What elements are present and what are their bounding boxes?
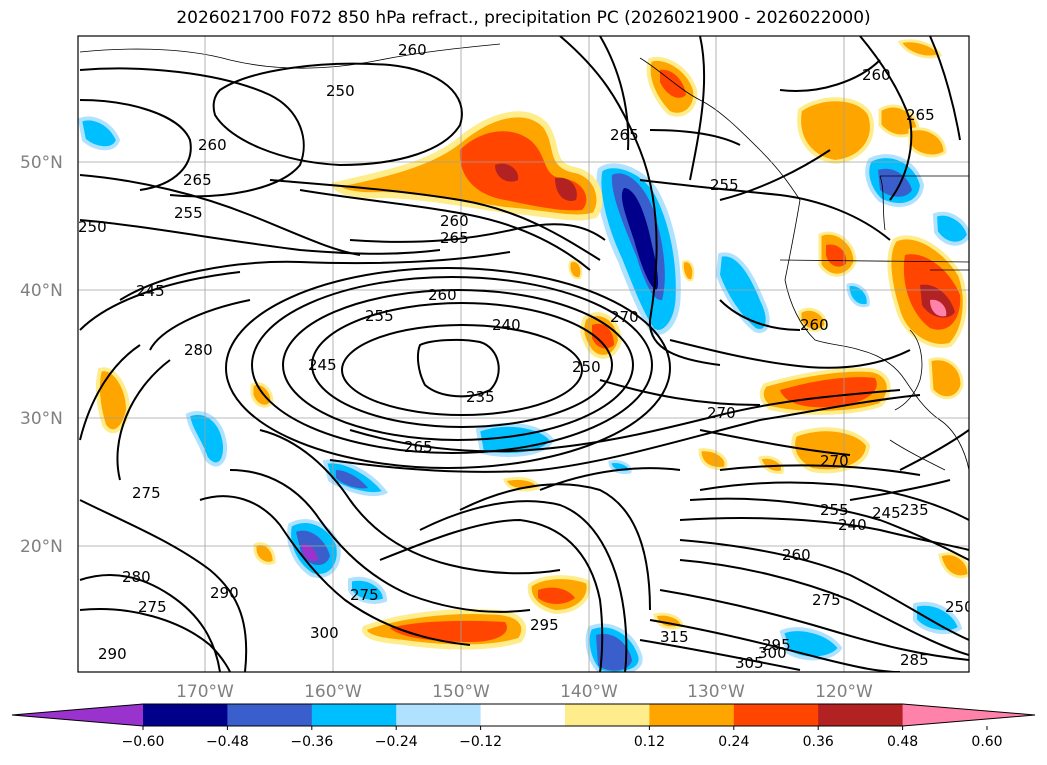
contour-label: 295 xyxy=(762,636,791,654)
contour-label: 295 xyxy=(530,616,559,634)
lon-axis: 170°W 160°W 150°W 140°W 130°W 120°W xyxy=(176,682,873,702)
contour-label: 255 xyxy=(365,307,394,325)
contour-label: 270 xyxy=(707,404,736,422)
contour-label: 275 xyxy=(812,591,841,609)
contour-label: 260 xyxy=(782,546,811,564)
contour-label: 240 xyxy=(838,516,867,534)
colorbar: −0.60 −0.48 −0.36 −0.24 −0.12 0.12 0.24 0.36 0.4… xyxy=(11,703,1036,750)
contour-label: 245 xyxy=(308,356,337,374)
precip-shading xyxy=(78,39,969,672)
colorbar-tick-label: −0.36 xyxy=(290,734,333,750)
contour-label: 290 xyxy=(98,645,127,663)
contour-label: 265 xyxy=(906,106,935,124)
colorbar-extend-low xyxy=(12,704,143,726)
colorbar-segment xyxy=(818,704,904,726)
colorbar-tick-label: −0.12 xyxy=(459,734,502,750)
colorbar-tick-label: −0.60 xyxy=(122,734,165,750)
colorbar-tick-label: 0.36 xyxy=(803,734,834,750)
lon-label: 140°W xyxy=(560,682,618,702)
colorbar-segment xyxy=(480,704,566,726)
lon-label: 150°W xyxy=(432,682,490,702)
contour-label: 285 xyxy=(900,651,929,669)
lat-label: 50°N xyxy=(20,153,63,173)
contour-label: 305 xyxy=(735,654,764,672)
coastlines xyxy=(79,43,969,471)
refractivity-contours xyxy=(79,36,969,672)
contour-label: 235 xyxy=(466,388,495,406)
contour-labels: 260 250 255 260 265 255 250 245 265 260 … xyxy=(78,41,974,672)
lon-label: 170°W xyxy=(176,682,234,702)
lon-label: 160°W xyxy=(304,682,362,702)
colorbar-tick-label: −0.48 xyxy=(206,734,249,750)
colorbar-extend-high xyxy=(902,704,1035,726)
colorbar-segment xyxy=(396,704,482,726)
contour-label: 250 xyxy=(945,598,974,616)
plot-frame xyxy=(77,35,970,673)
colorbar-segment xyxy=(565,704,650,726)
contour-label: 265 xyxy=(404,438,433,456)
contour-label: 265 xyxy=(440,229,469,247)
contour-label: 255 xyxy=(710,176,739,194)
colorbar-tick-label: 0.60 xyxy=(971,734,1002,750)
colorbar-segment xyxy=(143,704,228,726)
contour-label: 265 xyxy=(183,171,212,189)
contour-label: 275 xyxy=(350,586,379,604)
colorbar-tick-label: 0.24 xyxy=(718,734,749,750)
contour-label: 250 xyxy=(78,218,107,236)
contour-label: 260 xyxy=(198,136,227,154)
contour-label: 270 xyxy=(820,452,849,470)
contour-label: 280 xyxy=(184,341,213,359)
contour-label: 240 xyxy=(492,316,521,334)
contour-label: 315 xyxy=(660,628,689,646)
contour-label: 300 xyxy=(310,624,339,642)
contour-label: 260 xyxy=(428,286,457,304)
contour-label: 235 xyxy=(900,501,929,519)
gridlines xyxy=(78,36,969,672)
contour-label: 270 xyxy=(610,308,639,326)
contour-label: 250 xyxy=(326,82,355,100)
contour-label: 275 xyxy=(138,598,167,616)
lon-label: 130°W xyxy=(687,682,745,702)
contour-label: 255 xyxy=(820,501,849,519)
contour-label: 265 xyxy=(610,126,639,144)
colorbar-tick-label: −0.24 xyxy=(375,734,418,750)
contour-label: 260 xyxy=(800,316,829,334)
colorbar-tick-label: 0.12 xyxy=(634,734,665,750)
contour-label: 245 xyxy=(872,504,901,522)
colorbar-segment xyxy=(227,704,313,726)
contour-label: 290 xyxy=(210,584,239,602)
lat-label: 40°N xyxy=(20,281,63,301)
contour-label: 255 xyxy=(174,204,203,222)
contour-label: 250 xyxy=(572,358,601,376)
lat-label: 30°N xyxy=(20,409,63,429)
contour-label: 275 xyxy=(132,484,161,502)
contour-label: 260 xyxy=(398,41,427,59)
contour-label: 300 xyxy=(758,644,787,662)
contour-label: 260 xyxy=(440,212,469,230)
contour-label: 260 xyxy=(862,66,891,84)
colorbar-segment xyxy=(311,704,397,726)
map-title: 2026021700 F072 850 hPa refract., precip… xyxy=(176,8,871,28)
colorbar-tick-label: 0.48 xyxy=(887,734,918,750)
lat-label: 20°N xyxy=(20,537,63,557)
lon-label: 120°W xyxy=(815,682,873,702)
contour-label: 280 xyxy=(122,568,151,586)
colorbar-segment xyxy=(649,704,735,726)
colorbar-segment xyxy=(733,704,819,726)
lat-axis: 50°N 40°N 30°N 20°N xyxy=(20,153,63,557)
contour-label: 245 xyxy=(136,282,165,300)
